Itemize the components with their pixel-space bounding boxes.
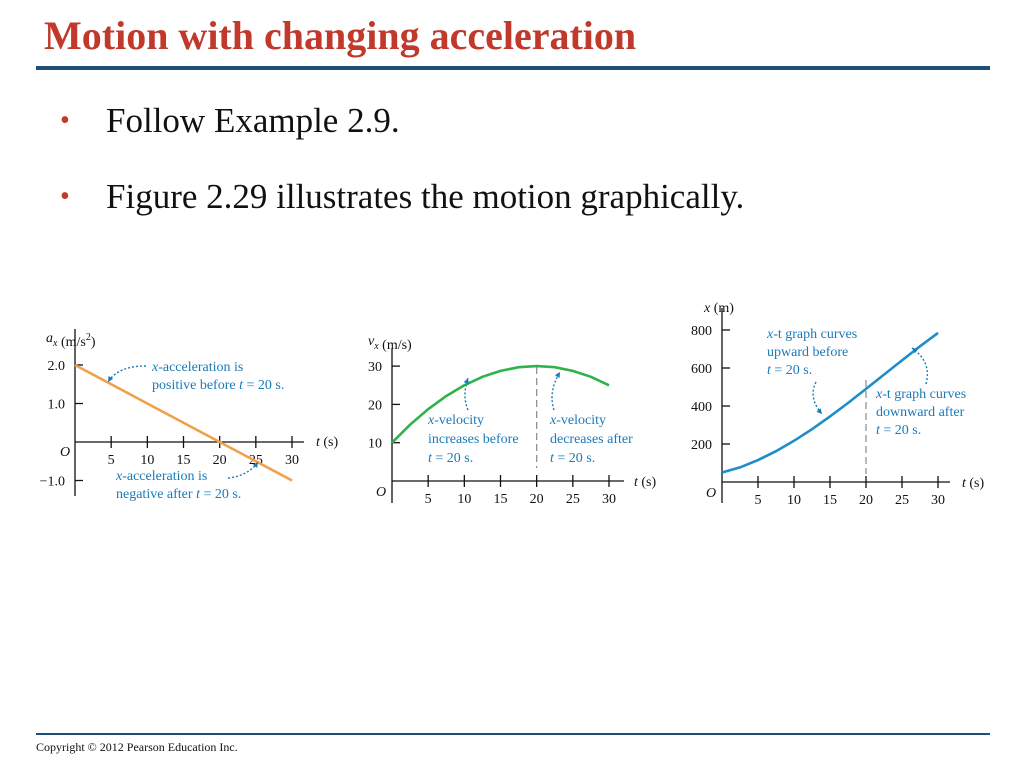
- annotation-curves-upward-line: x-t graph curves: [766, 327, 857, 342]
- origin-label: O: [60, 445, 70, 460]
- annotation-curves-upward-line: upward before: [767, 345, 848, 360]
- slide-title: Motion with changing acceleration: [44, 13, 637, 58]
- x-tick-label: 25: [566, 492, 580, 507]
- arrow-head: [463, 378, 469, 384]
- arrow-head: [912, 348, 918, 354]
- annotation-arrow: [812, 381, 823, 415]
- annotation-velocity-increases-line: t = 20 s.: [428, 451, 473, 466]
- annotation-velocity-decreases-line: decreases after: [550, 432, 633, 447]
- y-tick-label: 10: [368, 437, 382, 452]
- y-tick-label: 800: [691, 324, 712, 339]
- y-tick-label: 2.0: [48, 359, 66, 374]
- bullet-text: Figure 2.29 illustrates the motion graph…: [106, 177, 745, 216]
- x-tick-label: 5: [755, 493, 762, 508]
- data-series-line: [74, 363, 293, 482]
- x-axis-label: t (s): [962, 476, 985, 491]
- x-axis-label: t (s): [634, 475, 657, 490]
- arrow-head: [554, 372, 560, 378]
- arrow-head: [252, 462, 258, 468]
- annotation-curves-downward-line: t = 20 s.: [876, 423, 921, 438]
- y-axis-label: vx (m/s): [368, 334, 412, 353]
- x-axis-label: t (s): [316, 435, 339, 450]
- annotation-curves-downward-line: x-t graph curves: [875, 387, 966, 402]
- x-tick-label: 30: [602, 492, 616, 507]
- bullet-icon: •: [60, 105, 70, 136]
- x-tick-label: 5: [108, 453, 115, 468]
- annotation-positive: x-acceleration is positive before t = 20 …: [151, 360, 284, 393]
- x-tick-label: 15: [494, 492, 508, 507]
- y-tick-label: 400: [691, 400, 712, 415]
- arrow-head: [816, 408, 822, 414]
- data-series-line: [721, 331, 939, 474]
- x-tick-label: 20: [530, 492, 544, 507]
- annotation-curves-upward-line: t = 20 s.: [767, 363, 812, 378]
- copyright-footer: Copyright © 2012 Pearson Education Inc.: [36, 740, 238, 754]
- annotation-arrow: [107, 365, 147, 383]
- annotation-velocity-increases: x-velocity increases before t = 20 s.: [427, 413, 519, 466]
- annotation-curves-downward-line: downward after: [876, 405, 965, 420]
- annotation-negative: x-acceleration is negative after t = 20 s…: [115, 469, 241, 502]
- y-axis-label: x (m): [703, 301, 734, 316]
- x-tick-label: 5: [425, 492, 432, 507]
- annotation-negative-line: negative after t = 20 s.: [116, 487, 241, 502]
- x-tick-label: 15: [823, 493, 837, 508]
- annotation-velocity-decreases: x-velocity decreases after t = 20 s.: [549, 413, 633, 466]
- annotation-velocity-decreases-line: t = 20 s.: [550, 451, 595, 466]
- x-tick-label: 25: [895, 493, 909, 508]
- x-tick-label: 10: [457, 492, 471, 507]
- annotation-positive-line: x-acceleration is: [151, 360, 243, 375]
- y-tick-label: 1.0: [48, 398, 66, 413]
- x-tick-label: 20: [213, 453, 227, 468]
- x-tick-label: 15: [177, 453, 191, 468]
- y-tick-label: 200: [691, 438, 712, 453]
- annotation-velocity-increases-line: x-velocity: [427, 413, 484, 428]
- annotation-arrow: [551, 371, 561, 411]
- annotation-positive-line: positive before t = 20 s.: [152, 378, 284, 393]
- chart-panel-3: 5 10 15 20 25 30 800 600 400 200 Ox (m) t (s) x-t gr…: [691, 301, 985, 508]
- x-tick-label: 30: [931, 493, 945, 508]
- annotation-velocity-increases-line: increases before: [428, 432, 519, 447]
- annotation-curves-downward: x-t graph curves downward after t = 20 s.: [875, 387, 966, 438]
- bullet-text: Follow Example 2.9.: [106, 101, 400, 140]
- annotation-arrow: [911, 347, 929, 385]
- bullet-icon: •: [60, 181, 70, 212]
- arrow-head: [108, 376, 114, 382]
- annotation-velocity-decreases-line: x-velocity: [549, 413, 606, 428]
- footer-divider: [36, 733, 990, 735]
- x-tick-label: 20: [859, 493, 873, 508]
- title-divider: [36, 66, 990, 70]
- x-tick-label: 10: [140, 453, 154, 468]
- annotation-negative-line: x-acceleration is: [115, 469, 207, 484]
- y-tick-label: −1.0: [40, 475, 65, 490]
- x-tick-label: 30: [285, 453, 299, 468]
- origin-label: O: [706, 486, 716, 501]
- y-tick-label: 30: [368, 360, 382, 375]
- origin-label: O: [376, 485, 386, 500]
- y-tick-label: 20: [368, 398, 382, 413]
- annotation-curves-upward: x-t graph curves upward before t = 20 s.: [766, 327, 857, 378]
- x-tick-label: 10: [787, 493, 801, 508]
- y-tick-label: 600: [691, 362, 712, 377]
- data-series-line: [391, 364, 610, 444]
- y-axis-label: ax (m/s2): [46, 331, 96, 350]
